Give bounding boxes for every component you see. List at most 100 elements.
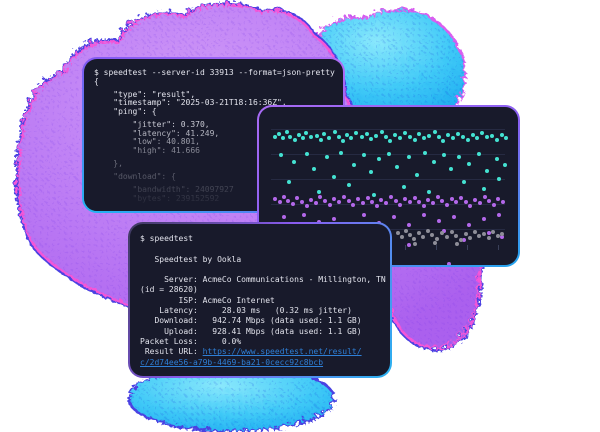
scatter-dot [413, 242, 417, 246]
scatter-dot [273, 197, 277, 201]
scatter-dot [403, 131, 407, 135]
scatter-dot [375, 204, 379, 208]
scatter-dot [384, 201, 388, 205]
scatter-dot [417, 132, 421, 136]
terminal-line: Upload: 928.41 Mbps (data used: 1.1 GB) [140, 327, 390, 337]
scatter-dot [461, 135, 465, 139]
scatter-dot [277, 132, 281, 136]
scatter-dot [433, 130, 437, 134]
terminal-line: Speedtest by Ookla [140, 255, 390, 265]
terminal-line: Result URL: https://www.speedtest.net/re… [140, 347, 390, 357]
scatter-dot [362, 213, 366, 217]
scatter-dot [293, 138, 297, 142]
scatter-dot [328, 203, 332, 207]
scatter-dot [422, 136, 426, 140]
scatter-dot [436, 195, 440, 199]
scatter-dot [464, 200, 468, 204]
terminal-text: $ speedtest [140, 234, 193, 243]
scatter-dot [278, 200, 282, 204]
scatter-dot [482, 217, 486, 221]
scatter-dot [370, 200, 374, 204]
scatter-dot [287, 180, 291, 184]
terminal-line: Server: AcmeCo Communications - Millingt… [140, 275, 390, 285]
scatter-dot [422, 204, 426, 208]
scatter-dot [467, 223, 471, 227]
result-url-link[interactable]: c/2d74ee56-a79b-4469-ba21-0cecc92c8bcb [140, 357, 324, 367]
scatter-dot [427, 134, 431, 138]
scatter-dot [365, 132, 369, 136]
scatter-dot [332, 197, 336, 201]
scatter-dot [395, 165, 399, 169]
terminal-line: Packet Loss: 0.0% [140, 337, 390, 347]
scatter-dot [415, 173, 419, 177]
terminal-text: (id = 28620) [140, 285, 198, 295]
scatter-dot [413, 138, 417, 142]
terminal-text: ISP: AcmeCo Internet [140, 295, 275, 305]
scatter-dot [477, 152, 481, 156]
scatter-dot [432, 160, 436, 164]
terminal-text: Packet Loss: 0.0% [140, 336, 242, 346]
cyan-cloud [124, 6, 464, 431]
result-url-link[interactable]: https://www.speedtest.net/result/ [202, 347, 362, 357]
scatter-dot [504, 136, 508, 140]
scatter-dot [423, 151, 427, 155]
scatter-dot [366, 196, 370, 200]
scatter-dot [282, 215, 286, 219]
terminal-text: Result URL: [140, 347, 203, 357]
scatter-dot [462, 238, 466, 242]
scatter-dot [374, 134, 378, 138]
scatter-dot [497, 177, 501, 181]
scatter-dot [349, 136, 353, 140]
scatter-dot [450, 197, 454, 201]
scatter-dot [421, 235, 425, 239]
scatter-dot [500, 232, 504, 236]
scatter-dot [467, 162, 471, 166]
scatter-dot [384, 135, 388, 139]
scatter-dot [312, 167, 316, 171]
axis-tick [405, 245, 406, 250]
scatter-dot [356, 197, 360, 201]
gridline [271, 129, 505, 130]
scatter-dot [352, 163, 356, 167]
axis-tick [436, 245, 437, 250]
scatter-dot [362, 153, 366, 157]
scatter-dot [417, 231, 421, 235]
terminal-line: "type": "result", [94, 89, 196, 99]
scatter-dot [466, 138, 470, 142]
scatter-dot [459, 238, 463, 242]
scatter-dot [437, 219, 441, 223]
scatter-dot [495, 157, 499, 161]
scatter-dot [459, 196, 463, 200]
scatter-dot [471, 133, 475, 137]
scatter-dot [427, 190, 431, 194]
scatter-dot [495, 138, 499, 142]
scatter-dot [497, 213, 501, 217]
gridline [271, 204, 505, 205]
scatter-dot [477, 234, 481, 238]
scatter-dot [400, 235, 404, 239]
scatter-dot [393, 133, 397, 137]
scatter-dot [473, 198, 477, 202]
scatter-dot [454, 200, 458, 204]
scatter-dot [450, 230, 454, 234]
scatter-dot [485, 135, 489, 139]
gridline [271, 179, 505, 180]
scatter-dot [408, 233, 412, 237]
scatter-dot [347, 199, 351, 203]
scatter-dot [482, 187, 486, 191]
scatter-dot [304, 131, 308, 135]
result-terminal-card: $ speedtest Speedtest by Ookla Server: A… [128, 222, 392, 378]
scatter-dot [345, 133, 349, 137]
scatter-dot [478, 201, 482, 205]
scatter-dot [454, 234, 458, 238]
scatter-dot [473, 230, 477, 234]
scatter-dot [369, 170, 373, 174]
scatter-dot [379, 198, 383, 202]
scatter-dot [417, 200, 421, 204]
scatter-dot [475, 136, 479, 140]
scatter-dot [291, 202, 295, 206]
scatter-dot [435, 237, 439, 241]
terminal-line: "ping": { [94, 106, 157, 116]
